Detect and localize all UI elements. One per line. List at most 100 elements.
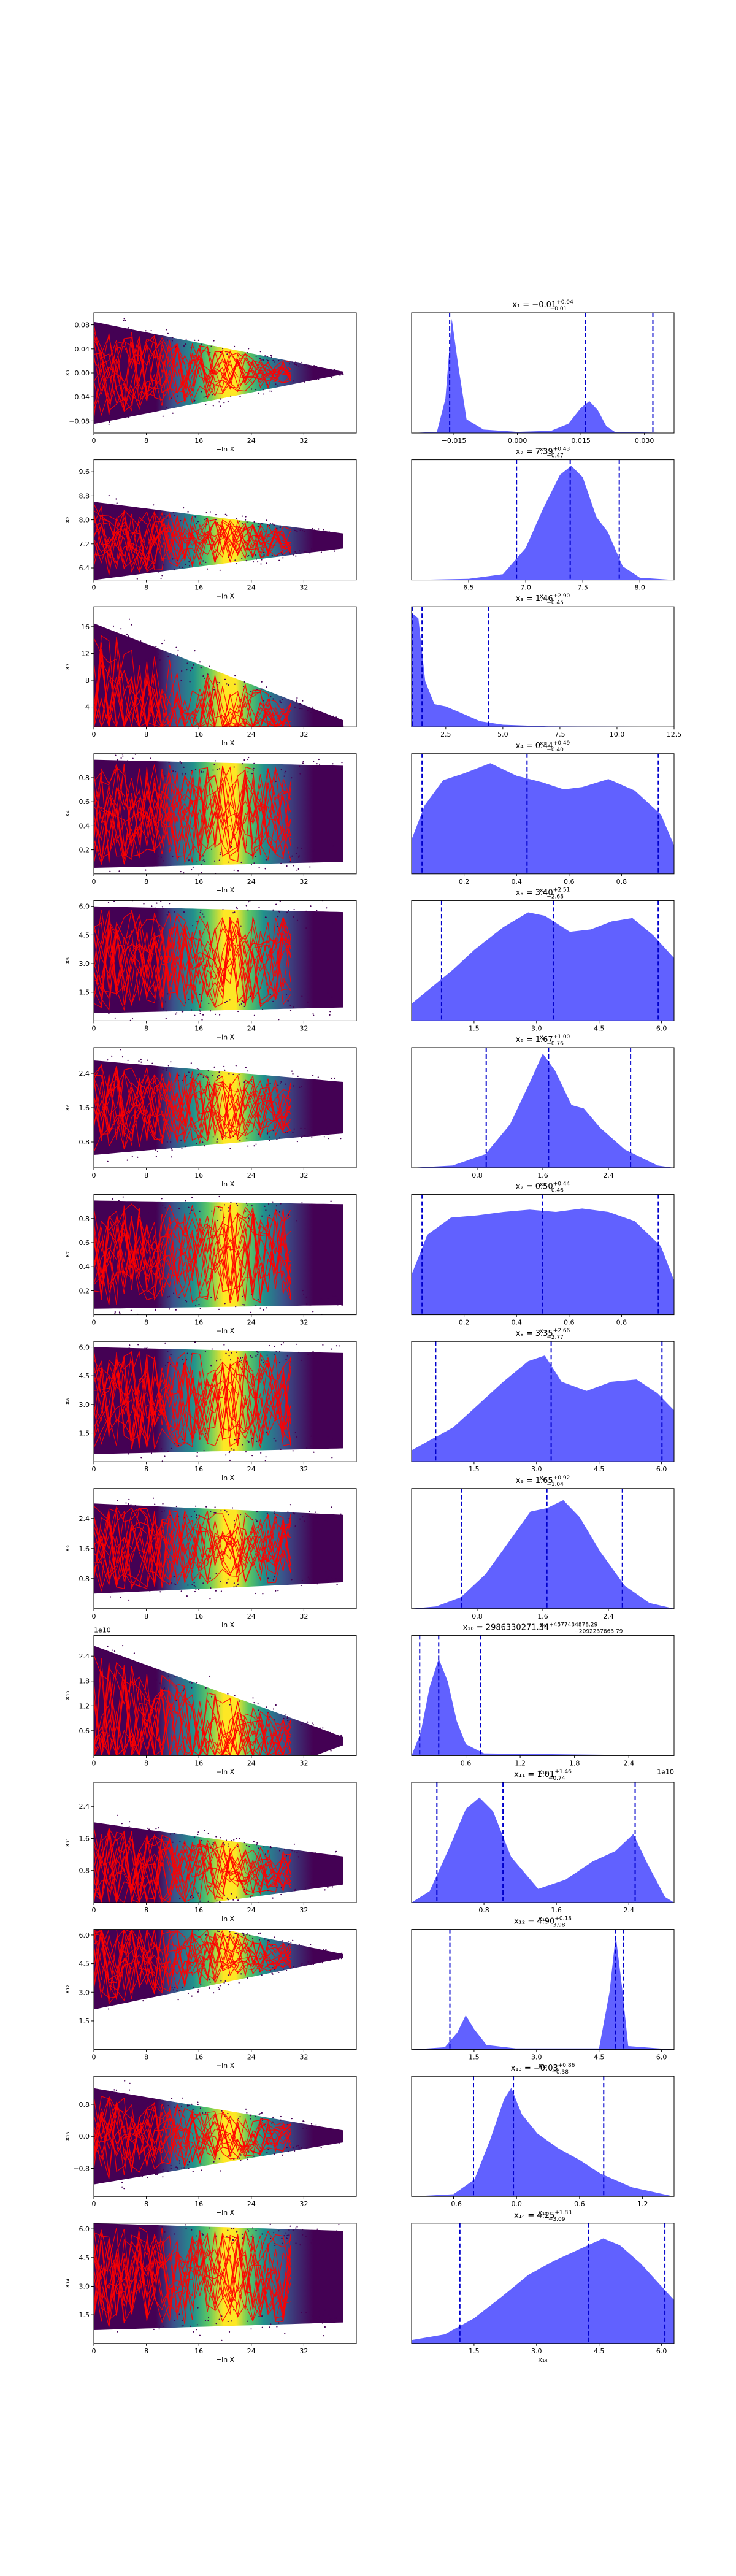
trace-ytick-label: 7.2 bbox=[79, 540, 90, 548]
marginal-xtick-label: 1.5 bbox=[469, 1465, 480, 1473]
marginal-xtick-label: 6.5 bbox=[463, 584, 474, 592]
trace-ytick-label: 0.6 bbox=[79, 1239, 90, 1247]
marginal-xtick-label: 0.8 bbox=[478, 1906, 489, 1914]
trace-xtick-label: 8 bbox=[144, 878, 148, 886]
trace-ytick-label: 2.4 bbox=[79, 1803, 90, 1811]
marginal-density bbox=[412, 2088, 674, 2197]
marginal-density bbox=[412, 1208, 674, 1315]
trace-xtick-label: 0 bbox=[92, 2347, 96, 2355]
marginal-frame bbox=[411, 1194, 675, 1316]
trace-ytick-label: 0.2 bbox=[79, 1287, 90, 1295]
trace-xtick-label: 8 bbox=[144, 1024, 148, 1032]
trace-ytick-label: 4.5 bbox=[79, 1372, 90, 1380]
trace-xtick-label: 8 bbox=[144, 584, 148, 592]
trace-xtick-label: 0 bbox=[92, 437, 96, 445]
trace-ytick-label: 1.5 bbox=[79, 1430, 90, 1438]
trace-xtick-label: 32 bbox=[299, 1465, 308, 1473]
marginal-xtick-label: 0.030 bbox=[635, 437, 654, 445]
trace-xtick-label: 0 bbox=[92, 730, 96, 738]
marginal-xtick-label: 6.0 bbox=[656, 2053, 667, 2061]
trace-chain-lines bbox=[94, 1203, 291, 1305]
trace-ytick-label: 6.4 bbox=[79, 564, 90, 572]
trace-xtick-label: 0 bbox=[92, 1024, 96, 1032]
marginal-title: x₁₀ = 2986330271.34+4577434878.29 −209223… bbox=[463, 1622, 623, 1635]
marginal-xtick-label: 1.5 bbox=[469, 1024, 480, 1032]
trace-ytick-label: 1.2 bbox=[79, 1702, 90, 1710]
trace-ytick-label: 0.4 bbox=[79, 1263, 90, 1271]
trace-ytick-label: 4 bbox=[85, 703, 90, 711]
trace-ytick-label: 2.4 bbox=[79, 1070, 90, 1078]
trace-xlabel: −ln X bbox=[216, 445, 235, 453]
marginal-xlabel: x₁₂ bbox=[538, 2062, 547, 2070]
marginal-title: x₁₂ = 4.90+0.18 −3.98 bbox=[514, 1916, 572, 1929]
trace-ytick-label: 1.5 bbox=[79, 2311, 90, 2319]
marginal-xtick-label: 3.0 bbox=[531, 2053, 542, 2061]
marginal-xlabel: x₅ bbox=[540, 1033, 546, 1041]
trace-ytick-label: 4.5 bbox=[79, 931, 90, 939]
trace-xlabel: −ln X bbox=[216, 1768, 235, 1776]
marginal-xtick-label: 3.0 bbox=[531, 1465, 542, 1473]
trace-xtick-label: 24 bbox=[247, 1465, 256, 1473]
trace-sample-cloud bbox=[94, 623, 343, 727]
trace-ytick-label: 0.2 bbox=[79, 846, 90, 854]
trace-ylabel: x₂ bbox=[63, 516, 71, 523]
trace-xtick-label: 0 bbox=[92, 1319, 96, 1327]
marginal-xtick-label: 1.8 bbox=[569, 1759, 580, 1767]
marginal-xlabel: x₁ bbox=[540, 592, 546, 600]
trace-ytick-label: 0.04 bbox=[75, 345, 90, 353]
marginal-xtick-label: 0.0 bbox=[511, 2200, 522, 2208]
panel-x11: 0 8 16 24 32 −ln X 2.4 1.6 0.8 x₁₁ 0.8 1.6 2.4 x₁₁ x₁₁… bbox=[63, 1769, 675, 1923]
marginal-xtick-label: 0.8 bbox=[616, 878, 627, 886]
trace-xtick-label: 16 bbox=[194, 2053, 203, 2061]
trace-ytick-label: 1.5 bbox=[79, 2017, 90, 2025]
marginal-xlabel: x₄ bbox=[540, 886, 547, 894]
trace-chain-lines bbox=[94, 324, 291, 419]
trace-ylabel: x₇ bbox=[63, 1251, 71, 1258]
marginal-axes-x4: 0.2 0.4 0.6 0.8 x₄ x₄ = 0.44+0.49 −0.40 bbox=[411, 740, 675, 894]
panel-x6: 0 8 16 24 32 −ln X 2.4 1.6 0.8 x₆ 0.8 1.6 2.4 x₆ x₆ = … bbox=[63, 1034, 675, 1188]
trace-xlabel: −ln X bbox=[216, 1180, 235, 1188]
trace-xtick-label: 8 bbox=[144, 1612, 148, 1620]
trace-ytick-label: 1.8 bbox=[79, 1677, 90, 1685]
trace-sample-dots bbox=[108, 318, 344, 425]
marginal-title: x₂ = 7.39+0.43 −0.47 bbox=[516, 447, 570, 459]
trace-xtick-label: 16 bbox=[194, 2347, 203, 2355]
marginal-xtick-label: 7.0 bbox=[520, 584, 531, 592]
trace-xtick-label: 0 bbox=[92, 1171, 96, 1179]
trace-sample-dots bbox=[109, 753, 343, 874]
trace-axes-x14: 0 8 16 24 32 −ln X 6.0 4.5 3.0 1.5 x₁₄ bbox=[63, 2223, 357, 2364]
trace-axes-x7: 0 8 16 24 32 −ln X 0.8 0.6 0.4 0.2 x₇ bbox=[63, 1194, 357, 1335]
marginal-frame bbox=[411, 312, 675, 434]
marginal-xtick-label: 1.5 bbox=[469, 2347, 480, 2355]
marginal-density bbox=[412, 1053, 674, 1168]
trace-xtick-label: 24 bbox=[247, 1319, 256, 1327]
trace-xtick-label: 16 bbox=[194, 878, 203, 886]
trace-ytick-label: 0.6 bbox=[79, 798, 90, 806]
marginal-frame bbox=[411, 1635, 675, 1756]
trace-ytick-label: 8.0 bbox=[79, 516, 90, 524]
trace-xlabel: −ln X bbox=[216, 886, 235, 894]
marginal-xtick-label: 4.5 bbox=[594, 2053, 605, 2061]
marginal-frame bbox=[411, 2223, 675, 2344]
marginal-xtick-label: 0.8 bbox=[472, 1612, 483, 1620]
trace-xtick-label: 32 bbox=[299, 1171, 308, 1179]
trace-xtick-label: 16 bbox=[194, 1319, 203, 1327]
marginal-xtick-label: 0.2 bbox=[459, 1319, 470, 1327]
trace-chain-lines bbox=[94, 2095, 291, 2179]
trace-xtick-label: 0 bbox=[92, 2053, 96, 2061]
trace-xtick-label: 8 bbox=[144, 437, 148, 445]
marginal-xtick-label: 10.0 bbox=[610, 730, 625, 738]
trace-ytick-label: 8 bbox=[85, 677, 90, 684]
marginal-title: x₃ = 1.46+2.90 −0.45 bbox=[516, 593, 570, 606]
marginal-xtick-label: 2.4 bbox=[623, 1759, 634, 1767]
trace-ylabel: x₄ bbox=[63, 810, 71, 818]
trace-ylabel: x₁ bbox=[63, 370, 71, 377]
marginal-xtick-label: −0.015 bbox=[442, 437, 467, 445]
marginal-title: x₁₁ = 1.01+1.46 −0.74 bbox=[514, 1769, 572, 1782]
marginal-xtick-label: 3.0 bbox=[531, 1024, 542, 1032]
trace-ytick-label: 0.8 bbox=[79, 774, 90, 782]
marginal-xtick-label: 7.5 bbox=[554, 730, 565, 738]
marginal-axes-x12: 1.5 3.0 4.5 6.0 x₁₂ x₁₂ = 4.90+0.18 −3.98 bbox=[411, 1916, 675, 2070]
